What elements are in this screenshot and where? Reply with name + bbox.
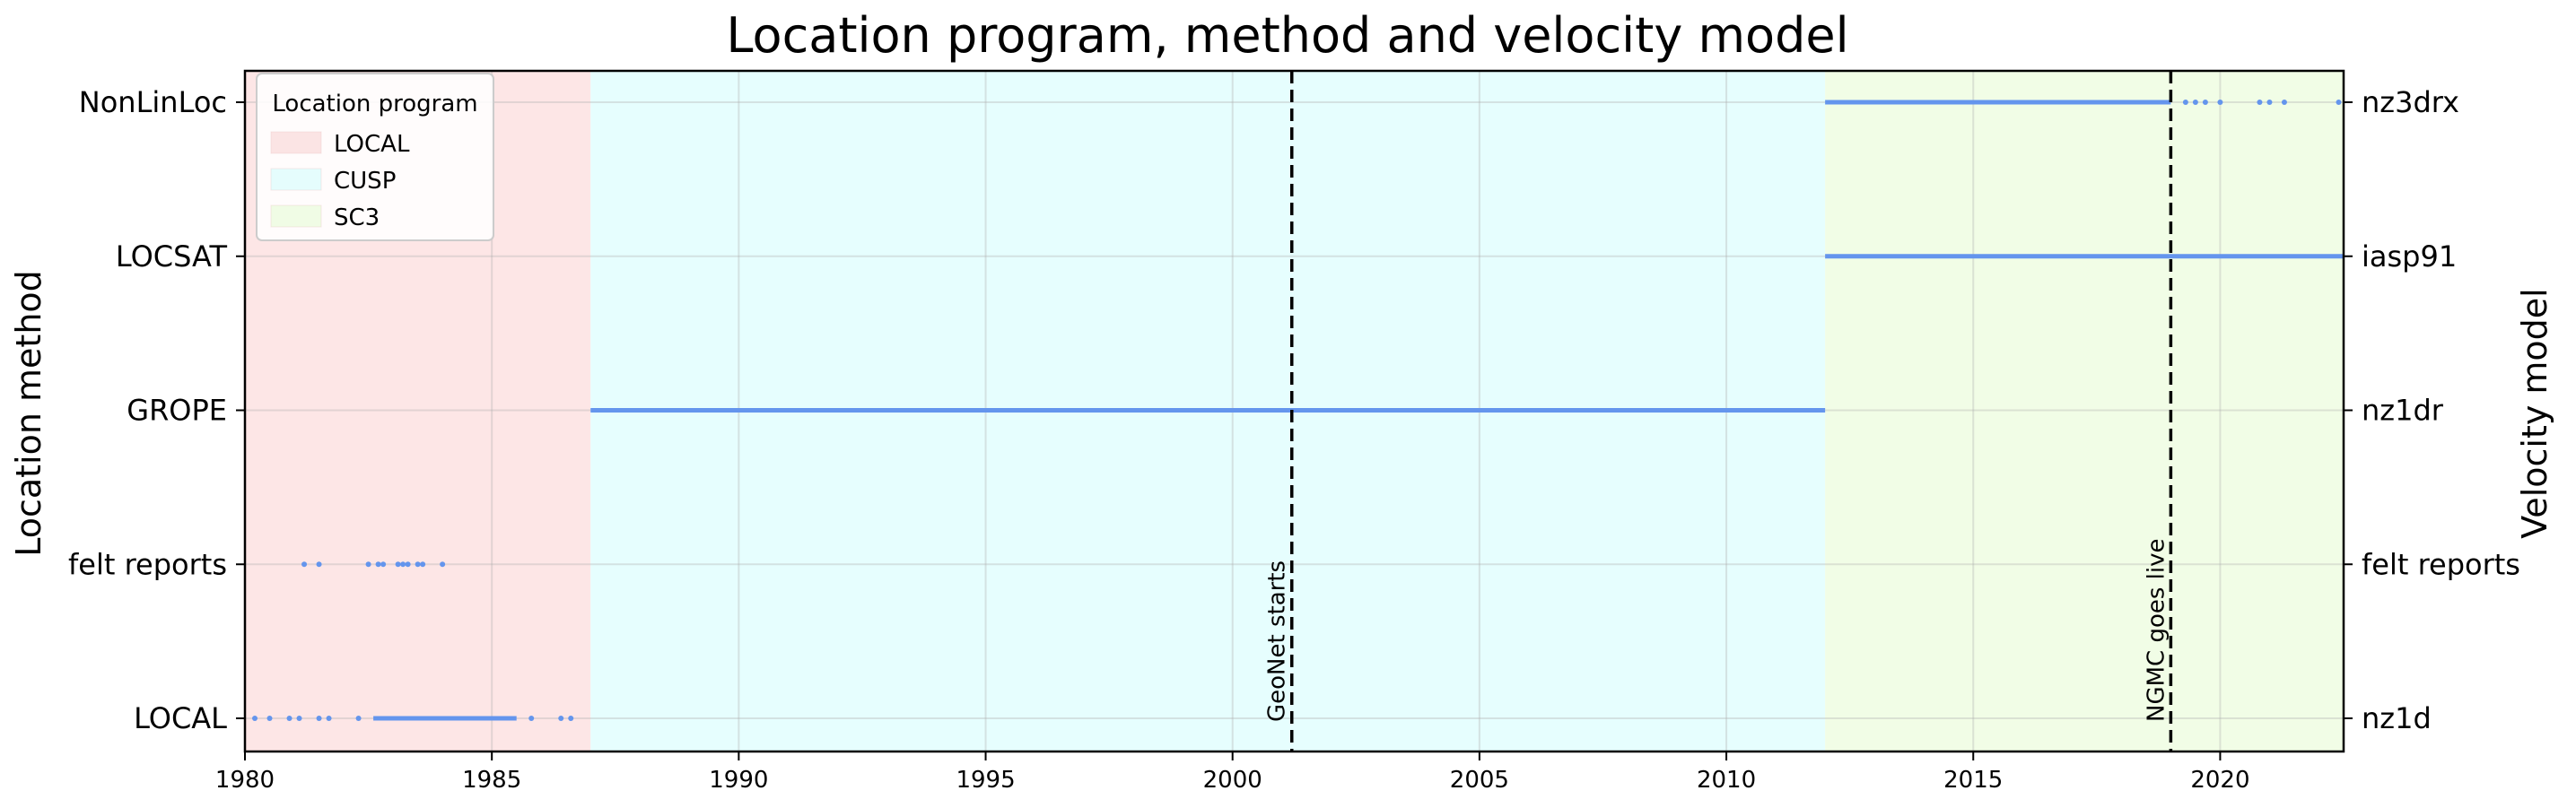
data-point bbox=[405, 561, 411, 568]
legend-entries: LOCAL CUSP SC3 bbox=[270, 131, 410, 231]
data-point bbox=[528, 716, 535, 721]
data-point bbox=[2202, 100, 2208, 105]
data-point bbox=[375, 561, 381, 568]
y-tick-label-left: GROPE bbox=[127, 394, 227, 428]
x-tick-label: 2005 bbox=[1450, 767, 1509, 794]
legend-label-cusp: CUSP bbox=[334, 168, 396, 195]
data-point bbox=[252, 716, 258, 721]
data-point bbox=[355, 716, 362, 721]
data-point bbox=[420, 561, 426, 568]
x-tick-label: 1980 bbox=[215, 767, 275, 794]
data-point bbox=[440, 561, 446, 568]
x-tick-label: 1985 bbox=[462, 767, 521, 794]
data-point bbox=[2336, 100, 2342, 105]
y-tick-label-left: felt reports bbox=[68, 547, 227, 581]
y-tick-label-right: iasp91 bbox=[2362, 239, 2457, 274]
axes: 1980 1985 1990 1995 2000 2005 2010 2015 2020 LOCA… bbox=[68, 69, 2520, 794]
y-tick-label-right: nz1dr bbox=[2362, 394, 2444, 428]
data-point bbox=[301, 561, 308, 568]
x-tick-label: 2000 bbox=[1203, 767, 1262, 794]
x-tick-label: 2015 bbox=[1943, 767, 2003, 794]
y-tick-label-left: NonLinLoc bbox=[79, 85, 227, 119]
data-point bbox=[2217, 100, 2223, 105]
data-point bbox=[380, 561, 387, 568]
period-band-sc3 bbox=[1825, 71, 2344, 752]
legend-swatch-cusp bbox=[270, 168, 322, 191]
data-point bbox=[415, 561, 421, 568]
data-point bbox=[2281, 100, 2287, 105]
x-tick-label: 1990 bbox=[709, 767, 768, 794]
data-point bbox=[400, 561, 406, 568]
legend-label-local: LOCAL bbox=[334, 131, 410, 158]
data-point bbox=[558, 716, 564, 721]
data-point bbox=[286, 716, 293, 721]
data-point bbox=[326, 716, 332, 721]
event-label: NGMC goes live bbox=[2143, 539, 2170, 723]
data-point bbox=[316, 716, 322, 721]
data-point bbox=[568, 716, 574, 721]
legend-title: Location program bbox=[272, 91, 477, 117]
data-point bbox=[2182, 100, 2188, 105]
x-tick-label: 2010 bbox=[1697, 767, 1756, 794]
x-tick-label: 2020 bbox=[2190, 767, 2249, 794]
y-tick-label-right: nz3drx bbox=[2362, 85, 2459, 119]
data-point bbox=[2266, 100, 2273, 105]
y-tick-label-right: nz1d bbox=[2362, 701, 2432, 735]
y-tick-label-right: felt reports bbox=[2362, 547, 2520, 581]
data-point bbox=[2257, 100, 2263, 105]
legend-swatch-sc3 bbox=[270, 204, 322, 228]
y-axis-label-right: Velocity model bbox=[2515, 288, 2554, 538]
data-point bbox=[365, 561, 371, 568]
chart-title: Location program, method and velocity mo… bbox=[726, 7, 1848, 64]
y-tick-label-left: LOCAL bbox=[134, 701, 227, 735]
legend: Location program LOCAL CUSP SC3 bbox=[256, 73, 494, 241]
legend-swatch-local bbox=[270, 131, 322, 154]
data-point bbox=[266, 716, 273, 721]
data-point bbox=[395, 561, 401, 568]
y-axis-label-left: Location method bbox=[9, 270, 48, 557]
event-lines: GeoNet starts NGMC goes live bbox=[1264, 71, 2173, 752]
data-point bbox=[296, 716, 302, 721]
data-point bbox=[316, 561, 322, 568]
legend-box bbox=[256, 73, 494, 241]
data-point bbox=[2192, 100, 2198, 105]
x-tick-label: 1995 bbox=[956, 767, 1015, 794]
legend-label-sc3: SC3 bbox=[334, 204, 380, 231]
data-points bbox=[252, 100, 2344, 721]
y-tick-label-left: LOCSAT bbox=[116, 239, 228, 274]
event-label: GeoNet starts bbox=[1264, 560, 1291, 722]
